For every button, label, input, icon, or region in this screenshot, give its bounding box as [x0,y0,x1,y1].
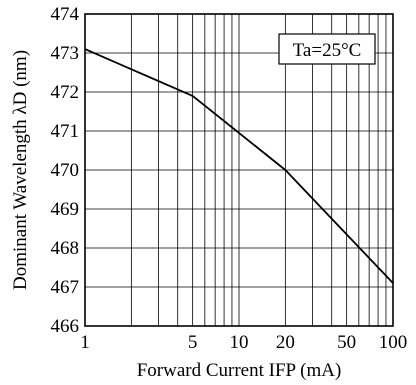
y-tick-label: 470 [51,160,80,181]
x-tick-label: 5 [188,332,198,353]
x-tick-label: 1 [80,332,90,353]
y-tick-label: 471 [51,121,80,142]
x-tick-label: 20 [276,332,295,353]
annotation-border [278,33,376,65]
plot-frame [84,13,394,327]
y-tick-label: 473 [51,43,80,64]
x-tick-label: 10 [230,332,249,353]
series-layer [84,48,394,284]
annotation-text: Ta=25°C [293,40,362,61]
y-tick-label: 469 [51,199,80,220]
y-tick-label: 468 [51,238,80,259]
grid [85,14,393,326]
series-line-0 [84,48,394,284]
y-tick-label: 467 [51,277,80,298]
y-axis-label: Dominant Wavelength λD (nm) [10,50,31,290]
annotation-box: Ta=25°C [278,33,376,65]
x-tick-label: 100 [379,332,408,353]
x-tick-label: 50 [337,332,356,353]
y-tick-label: 472 [51,82,80,103]
tick-labels: 1 5 10 20 50 100 466 467 468 469 470 471 472 473 474 [51,4,408,353]
x-axis-label: Forward Current IFP (mA) [137,360,342,381]
y-tick-label: 466 [51,316,80,337]
y-tick-label: 474 [51,4,80,25]
